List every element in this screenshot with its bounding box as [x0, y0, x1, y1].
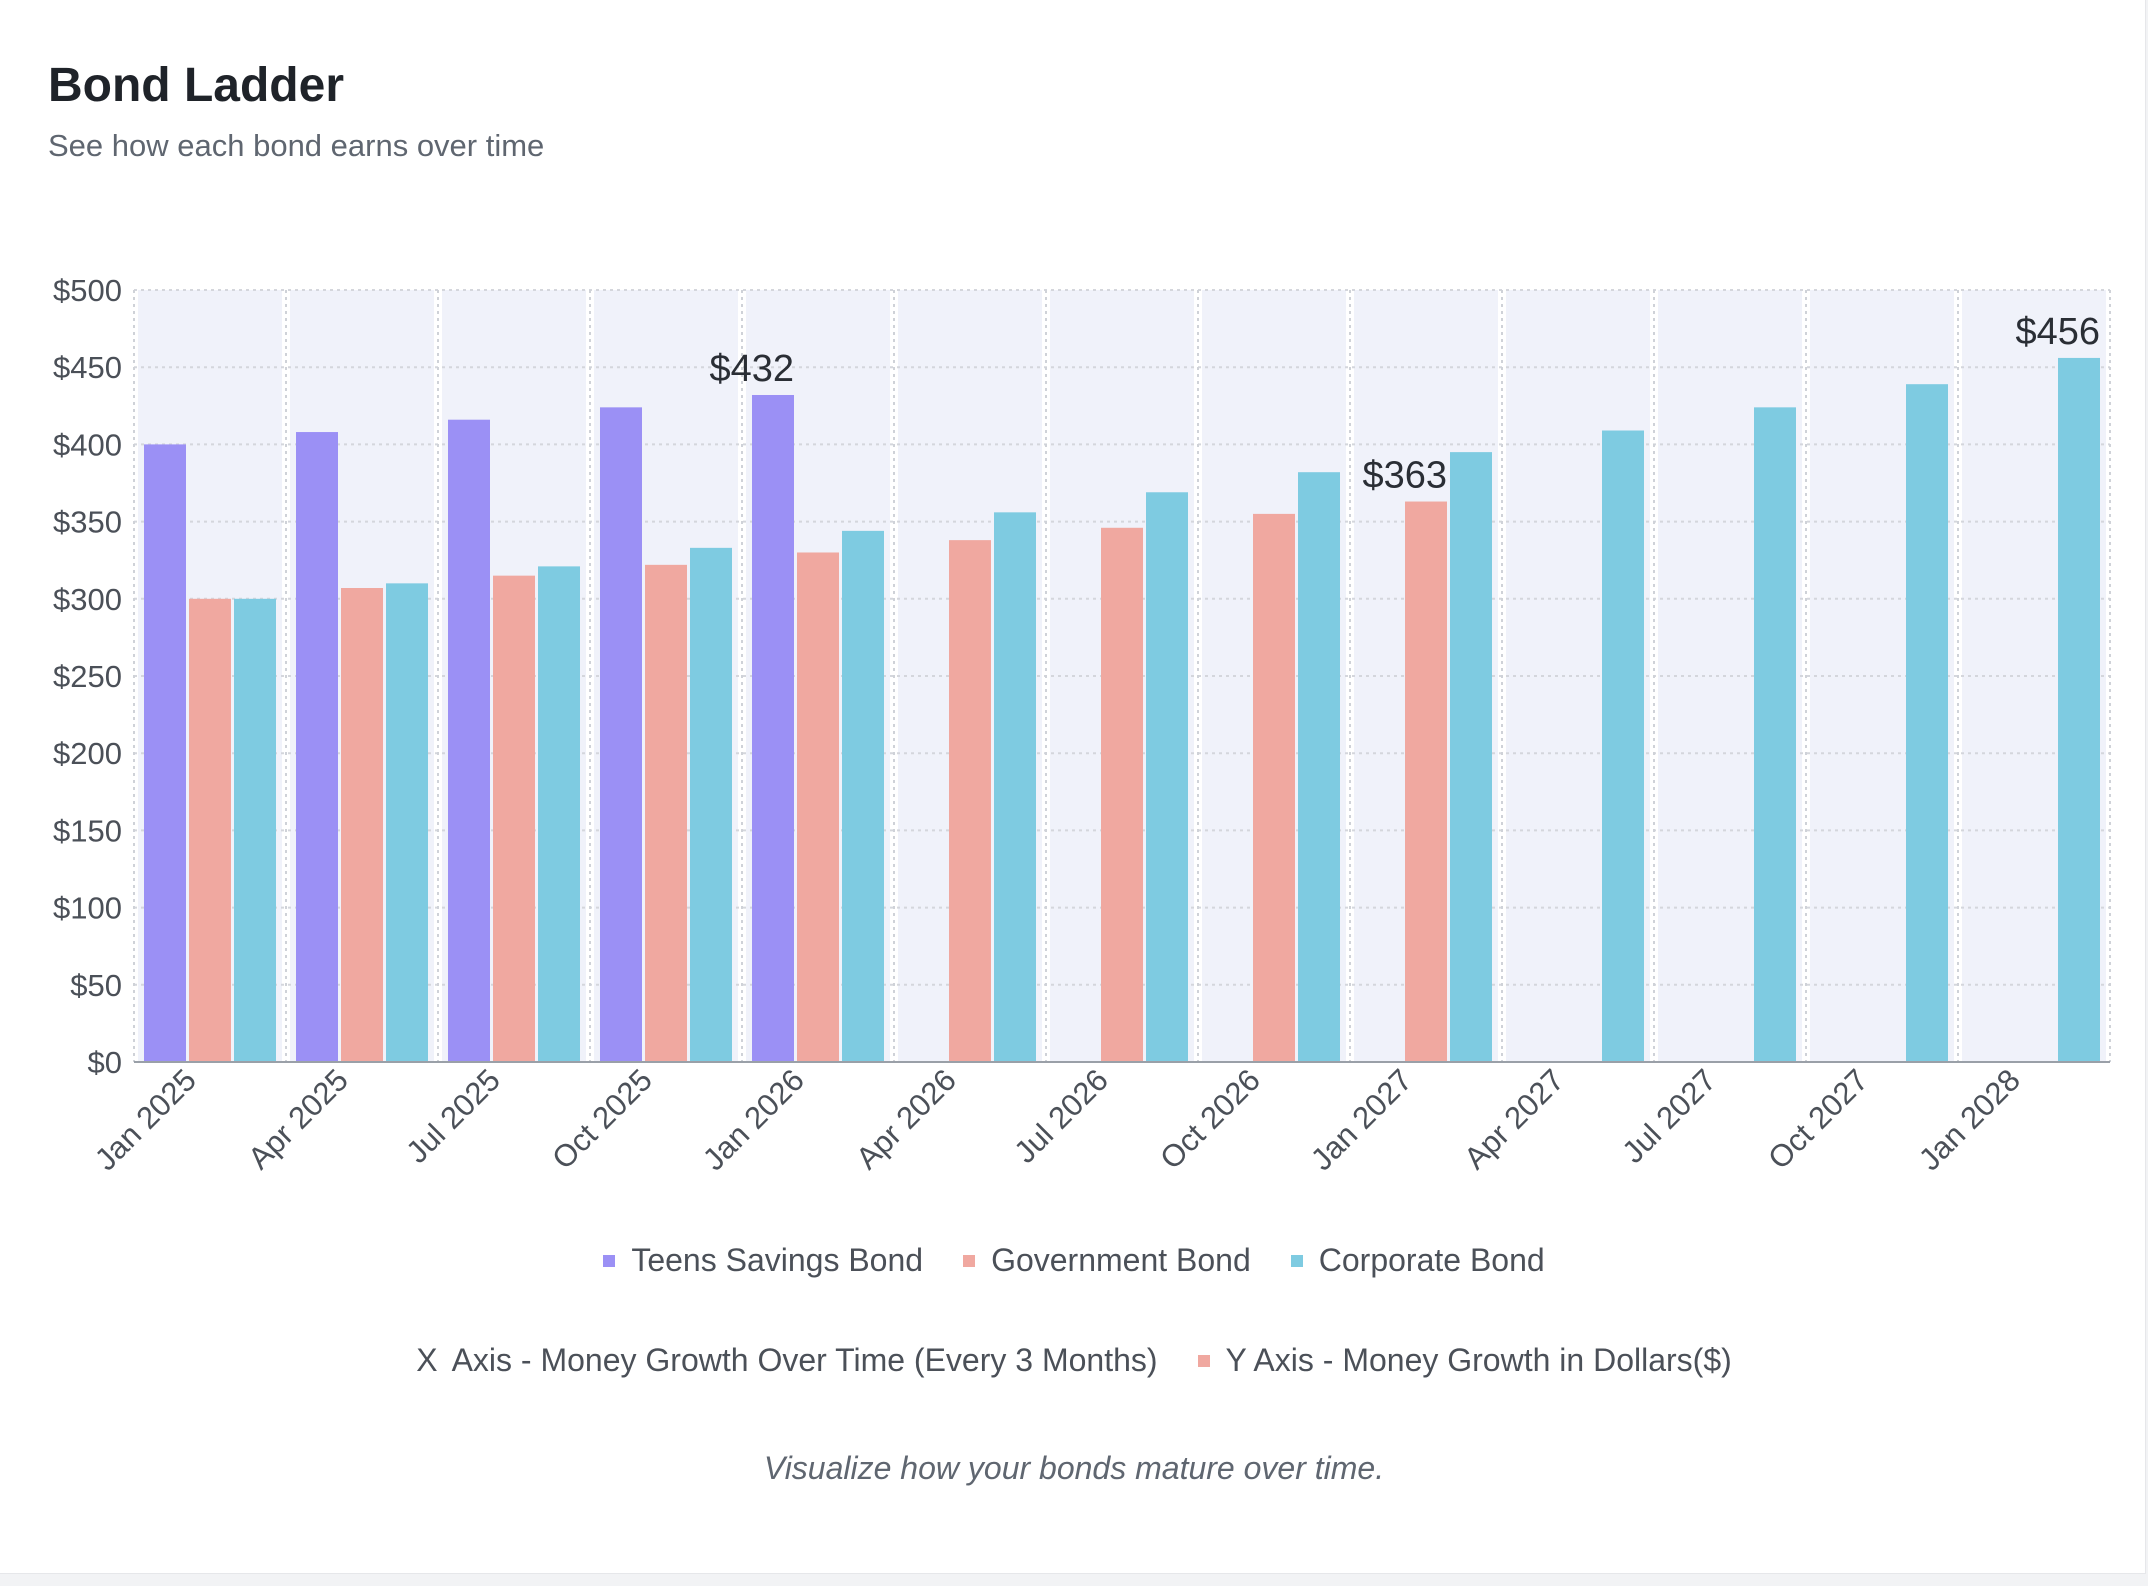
bar-government-bond [949, 540, 991, 1062]
legend-item-government[interactable]: Government Bond [963, 1242, 1251, 1279]
y-tick-label: $100 [53, 891, 122, 926]
bar-corporate-bond [1146, 492, 1188, 1062]
x-tick-label: Oct 2026 [1153, 1062, 1267, 1176]
bar-government-bond [1253, 513, 1295, 1062]
x-tick-label: Jan 2028 [1912, 1062, 2027, 1177]
bar-corporate-bond [1298, 472, 1340, 1062]
x-tick-label: Jul 2027 [1615, 1062, 1723, 1170]
legend-label: Corporate Bond [1318, 1242, 1545, 1278]
x-axis-note-text: Axis - Money Growth Over Time (Every 3 M… [451, 1342, 1158, 1378]
bar-government-bond [797, 552, 839, 1062]
bar-government-bond [1405, 501, 1447, 1062]
bar-government-bond [341, 587, 383, 1062]
x-tick-label: Apr 2026 [849, 1062, 963, 1176]
legend-label: Teens Savings Bond [631, 1242, 924, 1278]
legend-swatch-icon [1290, 1254, 1303, 1267]
bar-corporate-bond [690, 547, 732, 1062]
footer-caption: Visualize how your bonds mature over tim… [763, 1450, 1385, 1486]
bar-government-bond [493, 575, 535, 1062]
page-title: Bond Ladder [48, 59, 344, 112]
x-tick-label: Jan 2027 [1304, 1062, 1419, 1177]
bar-corporate-bond [1906, 384, 1948, 1063]
y-tick-label: $0 [88, 1045, 122, 1080]
y-tick-label: $350 [53, 505, 122, 540]
y-axis-note: Y Axis - Money Growth in Dollars($) [1197, 1342, 1732, 1379]
legend-item-corporate[interactable]: Corporate Bond [1290, 1242, 1545, 1279]
x-axis-note: X Axis - Money Growth Over Time (Every 3… [416, 1342, 1157, 1379]
legend-swatch-icon [963, 1254, 976, 1267]
y-tick-label: $300 [53, 582, 122, 617]
y-tick-label: $200 [53, 736, 122, 771]
bar-corporate-bond [1450, 452, 1492, 1062]
bar-government-bond [189, 598, 231, 1062]
bar-corporate-bond [1602, 430, 1644, 1062]
bar-corporate-bond [2058, 357, 2100, 1062]
bar-teens-savings-bond [448, 419, 490, 1062]
x-tick-label: Oct 2027 [1761, 1062, 1875, 1176]
bar-teens-savings-bond [600, 407, 642, 1062]
x-tick-label: Apr 2025 [241, 1062, 355, 1176]
y-tick-label: $150 [53, 813, 122, 848]
legend-label: Government Bond [991, 1242, 1251, 1278]
bar-teens-savings-bond [144, 444, 186, 1062]
bar-corporate-bond [234, 598, 276, 1062]
bar-government-bond [645, 564, 687, 1062]
y-tick-label: $500 [53, 273, 122, 308]
data-label: $456 [2015, 311, 2100, 353]
legend-swatch-icon [603, 1254, 616, 1267]
bar-corporate-bond [994, 512, 1036, 1062]
x-tick-label: Jul 2026 [1007, 1062, 1115, 1170]
bar-teens-savings-bond [296, 432, 338, 1063]
y-axis-swatch-icon [1197, 1354, 1210, 1367]
bar-government-bond [1101, 527, 1143, 1062]
y-tick-label: $450 [53, 350, 122, 385]
x-tick-label: Oct 2025 [545, 1062, 659, 1176]
bar-corporate-bond [538, 566, 580, 1062]
x-axis-marker: X [416, 1342, 438, 1378]
bar-corporate-bond [842, 530, 884, 1062]
legend-item-teens-savings[interactable]: Teens Savings Bond [603, 1242, 923, 1279]
y-axis-note-text: Y Axis - Money Growth in Dollars($) [1225, 1342, 1732, 1378]
axis-legend: X Axis - Money Growth Over Time (Every 3… [0, 1342, 2148, 1379]
x-tick-label: Jul 2025 [399, 1062, 507, 1170]
series-legend: Teens Savings Bond Government Bond Corpo… [0, 1242, 2148, 1279]
page-subtitle: See how each bond earns over time [48, 128, 545, 163]
bar-corporate-bond [386, 583, 428, 1062]
y-tick-label: $250 [53, 659, 122, 694]
x-tick-label: Apr 2027 [1457, 1062, 1571, 1176]
data-label: $363 [1362, 455, 1447, 497]
y-tick-label: $50 [70, 968, 122, 1003]
y-tick-label: $400 [53, 427, 122, 462]
data-label: $432 [709, 348, 794, 390]
bar-chart: $0 $50 $100 $150 $200 $250 $300 $350 $400 $450 $50… [53, 273, 2111, 1177]
bar-corporate-bond [1754, 407, 1796, 1062]
bar-teens-savings-bond [752, 394, 794, 1062]
x-tick-label: Jan 2026 [696, 1062, 811, 1177]
